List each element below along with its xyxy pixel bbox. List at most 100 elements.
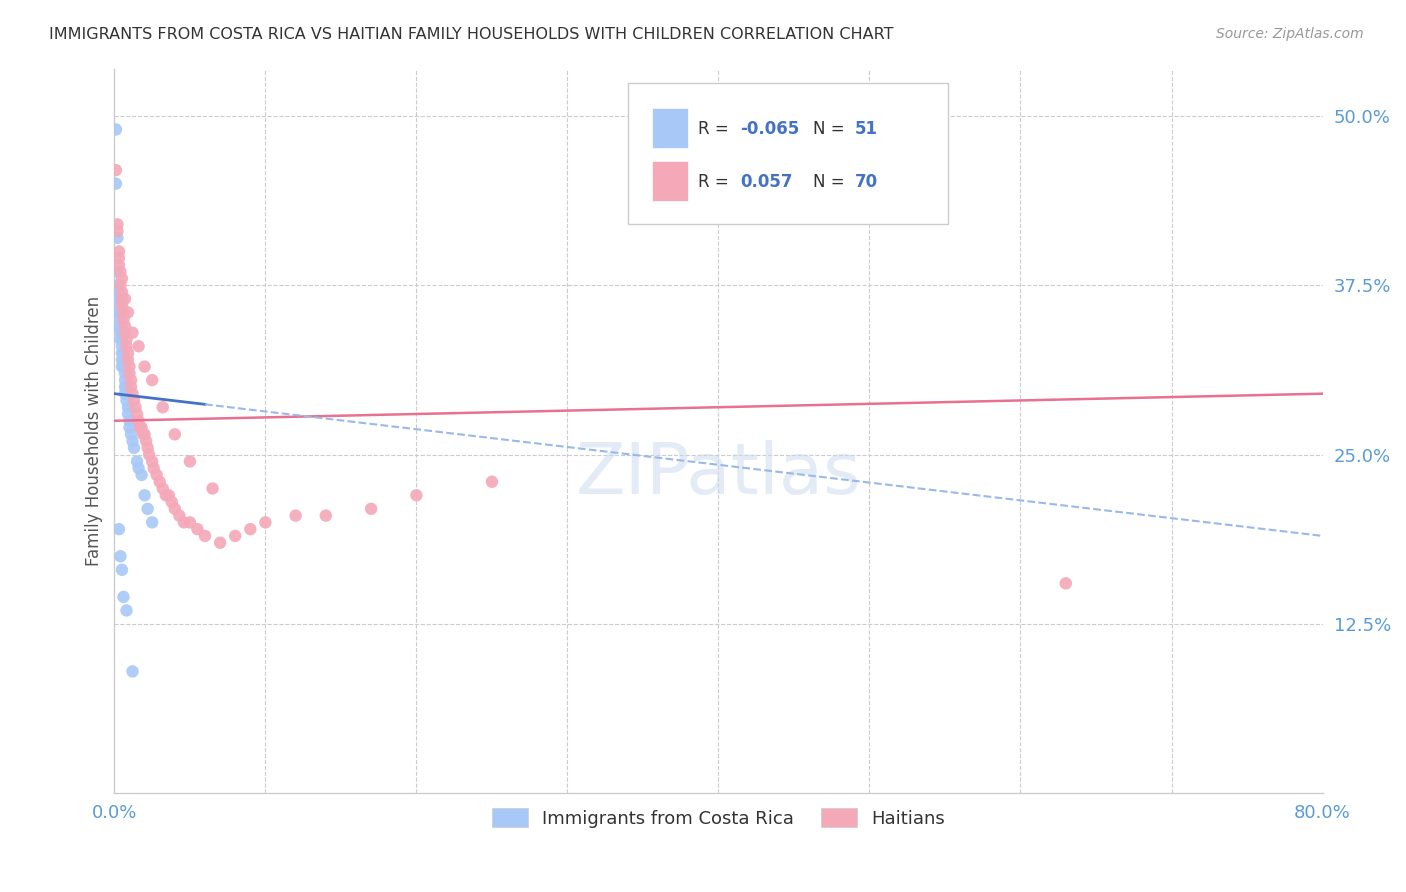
Point [117,346,139,360]
Text: 51: 51 [855,120,877,137]
Point [173,516,195,530]
Point [129,420,152,434]
Point [108,251,131,265]
Point [111,299,134,313]
Point [112,590,135,604]
Point [112,352,135,367]
Point [112,312,135,326]
Point [179,516,201,530]
Point [104,122,127,136]
Point [134,427,156,442]
Point [111,326,134,340]
Point [117,352,139,367]
Point [110,326,132,340]
Point [134,488,156,502]
Point [209,535,232,549]
FancyBboxPatch shape [652,161,689,202]
Text: IMMIGRANTS FROM COSTA RICA VS HAITIAN FAMILY HOUSEHOLDS WITH CHILDREN CORRELATIO: IMMIGRANTS FROM COSTA RICA VS HAITIAN FA… [49,27,894,42]
Point [155,488,177,502]
Point [141,454,163,468]
Point [141,373,163,387]
Text: 70: 70 [855,172,879,191]
Point [108,292,131,306]
Point [114,318,136,333]
Point [118,420,141,434]
FancyBboxPatch shape [652,109,689,148]
Point [115,386,138,401]
Point [117,305,139,319]
Text: N =: N = [813,120,849,137]
Point [112,305,135,319]
Point [110,333,132,347]
Text: -0.065: -0.065 [740,120,800,137]
Point [108,522,131,536]
Point [160,495,183,509]
Point [224,529,246,543]
Point [112,346,135,360]
Point [134,359,156,374]
Point [110,305,132,319]
Point [108,244,131,259]
Point [142,461,165,475]
Point [111,359,134,374]
Point [108,318,131,333]
Point [110,318,132,333]
Point [114,292,136,306]
FancyBboxPatch shape [628,83,948,225]
Point [107,265,129,279]
Point [110,278,132,293]
Text: R =: R = [697,120,734,137]
Point [121,326,143,340]
Point [128,414,150,428]
Point [114,373,136,387]
Point [111,292,134,306]
Text: R =: R = [697,172,740,191]
Point [122,441,145,455]
Point [115,393,138,408]
Point [136,501,159,516]
Point [115,380,138,394]
Point [117,401,139,415]
Point [163,501,186,516]
Point [107,224,129,238]
Point [125,454,148,468]
Text: N =: N = [813,172,849,191]
Point [108,305,131,319]
Point [110,312,132,326]
Point [121,434,143,449]
Point [152,401,174,415]
Point [132,427,155,442]
Point [111,563,134,577]
Y-axis label: Family Households with Children: Family Households with Children [86,296,103,566]
Point [284,508,307,523]
Point [118,359,141,374]
Point [114,380,136,394]
Point [131,467,153,482]
Point [128,461,150,475]
Point [108,258,131,272]
Point [135,434,157,449]
Point [201,482,224,496]
Point [108,285,131,299]
Point [194,529,217,543]
Point [111,352,134,367]
Point [104,177,127,191]
Text: ZIPatlas: ZIPatlas [575,440,862,509]
Point [117,407,139,421]
Point [163,427,186,442]
Point [152,482,174,496]
Point [169,508,191,523]
Point [111,346,134,360]
Point [108,299,131,313]
Point [145,467,167,482]
Point [1054,576,1077,591]
Point [125,407,148,421]
Point [118,414,141,428]
Point [112,359,135,374]
Point [122,393,145,408]
Point [360,501,382,516]
Point [111,271,134,285]
Point [186,522,208,536]
Point [111,285,134,299]
Point [107,278,129,293]
